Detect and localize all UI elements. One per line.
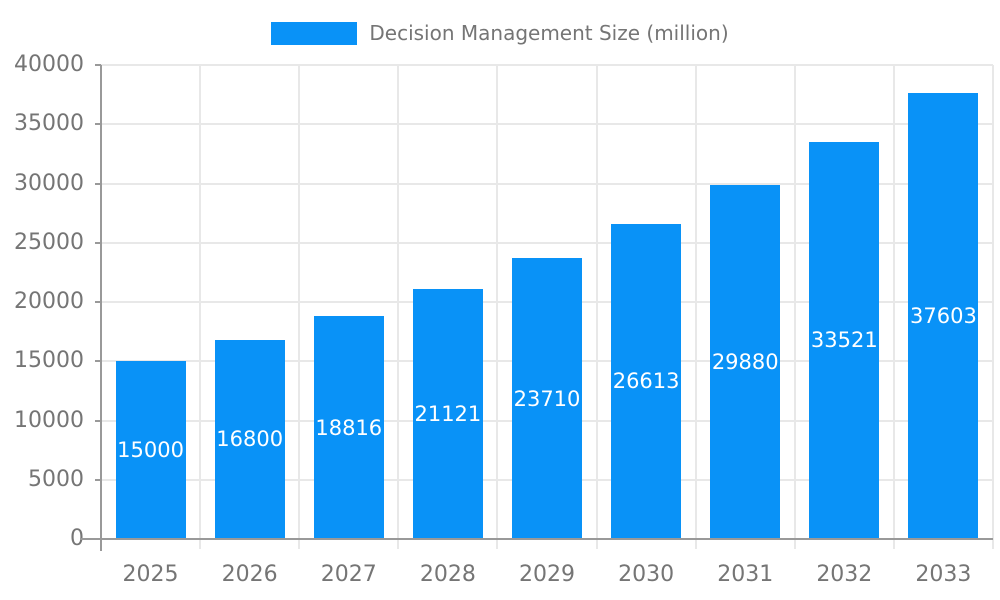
y-tick-label: 30000 [14, 170, 84, 196]
y-tick-label: 0 [70, 526, 84, 551]
vgrid-line [298, 65, 301, 549]
vgrid-line [397, 65, 400, 549]
y-tick-mark [95, 182, 101, 185]
x-tick-label: 2028 [419, 562, 476, 587]
x-tick-label: 2026 [221, 562, 278, 587]
vgrid-line [992, 65, 994, 549]
bar[interactable]: 29880 [710, 184, 781, 539]
x-tick-label: 2029 [518, 562, 575, 587]
legend-label: Decision Management Size (million) [369, 21, 729, 45]
hgrid-line [101, 182, 993, 185]
y-tick-mark [95, 360, 101, 363]
y-tick-label: 20000 [14, 289, 84, 314]
y-tick-mark [95, 478, 101, 481]
y-tick-mark [95, 241, 101, 244]
y-tick-label: 35000 [14, 111, 84, 137]
hgrid-line [101, 241, 993, 244]
bar-value-label: 23710 [513, 386, 581, 411]
bar-value-label: 33521 [810, 328, 878, 353]
vgrid-line [595, 65, 598, 549]
y-tick-label: 15000 [14, 348, 84, 374]
y-axis-line [100, 65, 102, 551]
bar-value-label: 21121 [414, 401, 482, 426]
bar[interactable]: 16800 [214, 339, 285, 539]
bar-value-label: 18816 [315, 415, 383, 440]
x-axis-line [80, 538, 993, 540]
bar-value-label: 37603 [910, 304, 977, 329]
hgrid-line [101, 123, 993, 126]
vgrid-line [793, 65, 796, 549]
x-tick-label: 2027 [320, 562, 377, 587]
bar[interactable]: 18816 [313, 316, 384, 539]
bar[interactable]: 33521 [809, 141, 880, 539]
x-tick-label: 2030 [618, 562, 675, 587]
bar-value-label: 26613 [612, 369, 680, 394]
x-tick-label: 2031 [717, 562, 774, 587]
plot-area: 15000 16800 18816 21121 23710 26613 29880 33521… [101, 64, 994, 549]
bar[interactable]: 23710 [512, 258, 582, 539]
y-tick-label: 10000 [14, 407, 84, 433]
bar[interactable]: 21121 [412, 288, 483, 539]
y-tick-mark [95, 301, 101, 303]
bar-value-label: 15000 [117, 438, 184, 463]
vgrid-line [496, 65, 499, 549]
y-tick-mark [95, 64, 101, 66]
bar[interactable]: 37603 [908, 93, 979, 539]
y-tick-label: 25000 [14, 229, 84, 255]
bar-value-label: 29880 [711, 349, 779, 374]
y-tick-label: 40000 [14, 52, 84, 77]
vgrid-line [694, 65, 697, 549]
y-tick-mark [95, 419, 101, 422]
x-tick-label: 2032 [816, 562, 873, 587]
chart-legend[interactable]: Decision Management Size (million) [0, 20, 1000, 46]
y-tick-label: 5000 [28, 466, 84, 492]
legend-swatch [271, 21, 358, 45]
bar-value-label: 16800 [216, 427, 284, 452]
vgrid-line [199, 65, 202, 549]
hgrid-line [101, 64, 993, 66]
vgrid-line [892, 65, 895, 549]
x-tick-label: 2025 [122, 562, 179, 587]
y-tick-mark [95, 123, 101, 126]
bar[interactable]: 26613 [611, 223, 682, 539]
x-tick-label: 2033 [915, 562, 972, 587]
bar[interactable]: 15000 [115, 361, 186, 539]
